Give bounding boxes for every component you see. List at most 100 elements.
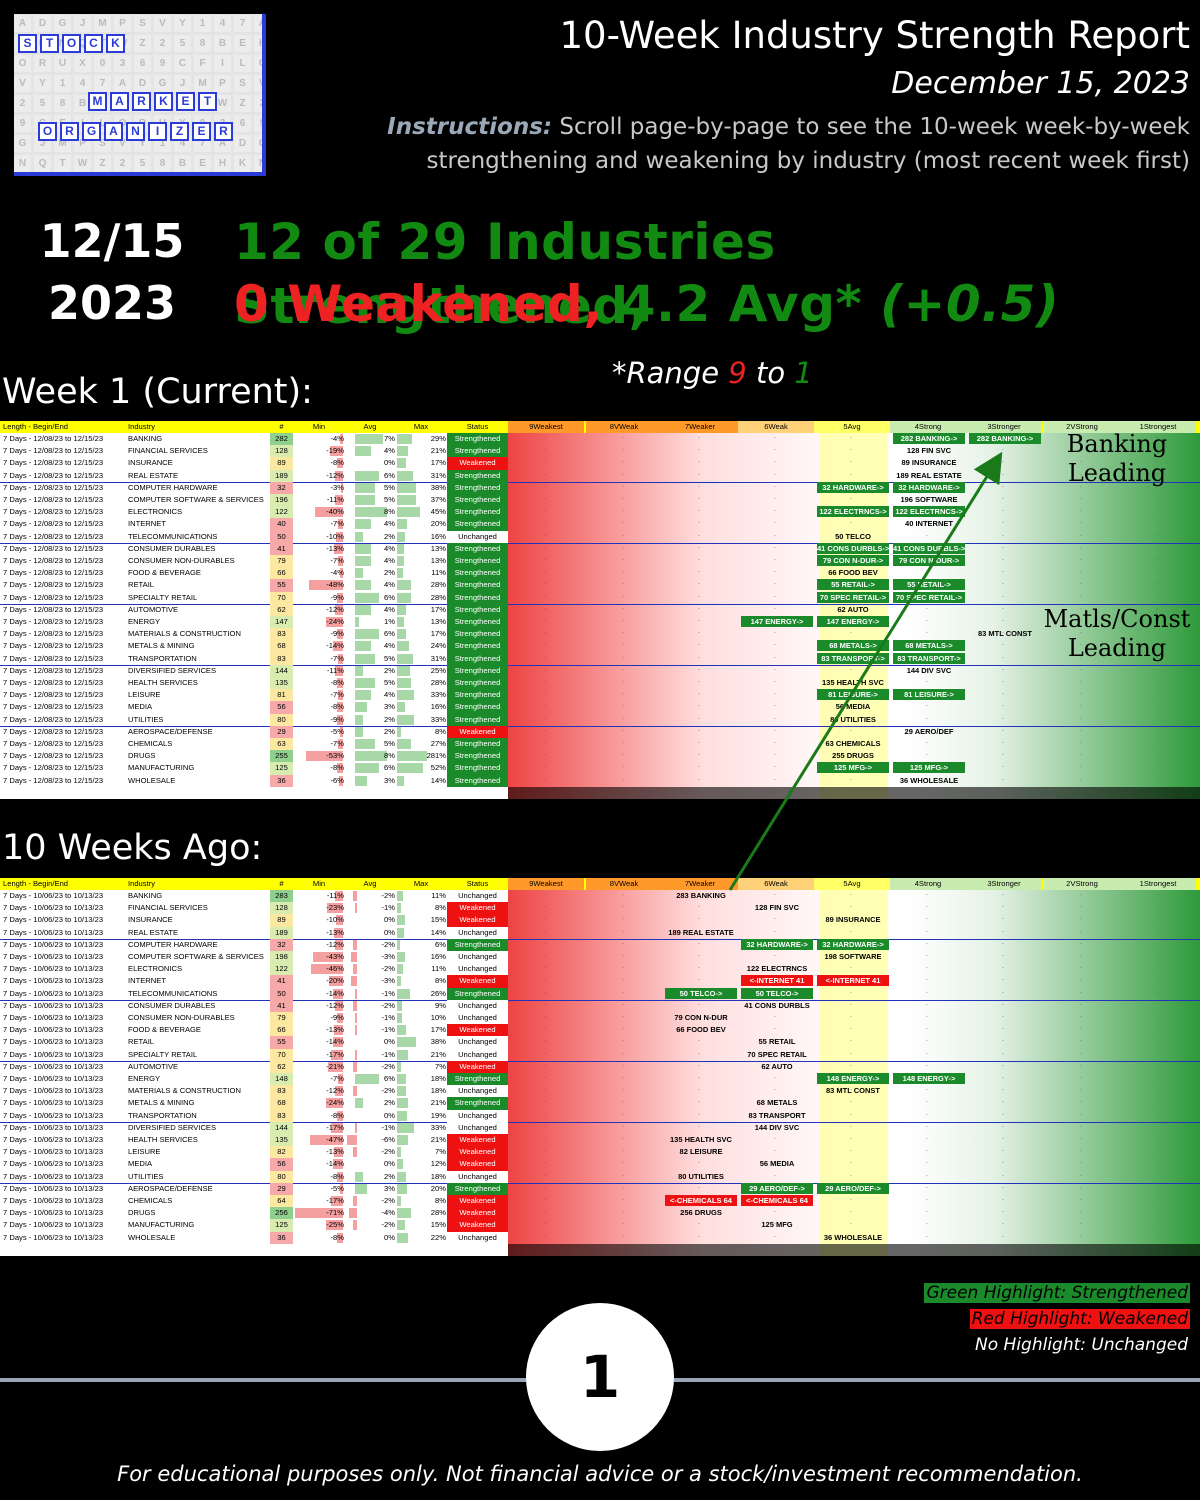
min-bar xyxy=(331,1196,343,1206)
empty-marker: . xyxy=(850,530,852,538)
empty-marker: . xyxy=(774,1231,776,1239)
table-row: 7 Days - 10/06/23 to 10/13/23 INSURANCE 89… xyxy=(0,914,1200,927)
cell-max: 8% xyxy=(396,726,446,738)
empty-marker: . xyxy=(622,738,624,745)
empty-marker: . xyxy=(698,975,700,983)
empty-marker: . xyxy=(774,1024,776,1032)
cell-industry: LEISURE xyxy=(128,690,161,700)
empty-marker: . xyxy=(1156,1182,1158,1190)
cell-avg: -2% xyxy=(345,890,395,902)
empty-marker: . xyxy=(774,1146,776,1154)
cell-period: 7 Days - 10/06/23 to 10/13/23 xyxy=(3,1074,104,1083)
cell-industry: CONSUMER NON-DURABLES xyxy=(128,556,235,565)
cell-count: 63 xyxy=(270,738,293,751)
table-row: 7 Days - 10/06/23 to 10/13/23 RETAIL 55 -14… xyxy=(0,1036,1200,1049)
cell-min: -9% xyxy=(330,714,344,725)
empty-marker: . xyxy=(1156,433,1158,440)
header-cell: Min xyxy=(312,422,326,431)
header-cell: 9Weakest xyxy=(508,878,584,890)
rating-badge: 80 UTILITIES xyxy=(830,714,876,724)
empty-marker: . xyxy=(698,890,700,897)
cell-status: Strengthened xyxy=(447,738,508,751)
cell-avg: -2% xyxy=(345,1085,395,1097)
cell-min: -40% xyxy=(294,506,344,518)
cell-period: 7 Days - 12/08/23 to 12/15/23 xyxy=(3,702,104,712)
rating-badge: 135 HEALTH SVC xyxy=(670,1135,732,1144)
cell-count: 198 xyxy=(270,951,293,964)
empty-marker: . xyxy=(544,750,546,758)
cell-industry: UTILITIES xyxy=(128,1171,164,1181)
max-bar xyxy=(397,665,410,676)
min-bar xyxy=(336,531,343,542)
empty-marker: . xyxy=(622,725,624,733)
min-bar xyxy=(333,988,343,999)
avg-bar xyxy=(355,1013,357,1023)
table-row: 7 Days - 10/06/23 to 10/13/23 LEISURE 82 -1… xyxy=(0,1146,1200,1159)
max-bar xyxy=(397,775,404,786)
cell-period: 7 Days - 12/08/23 to 12/15/23 xyxy=(3,446,104,456)
empty-marker: . xyxy=(544,1134,546,1141)
min-bar xyxy=(312,952,343,962)
rating-badge: 125 MFG xyxy=(761,1220,793,1230)
empty-marker: . xyxy=(774,518,776,526)
empty-marker: . xyxy=(1002,1109,1004,1117)
table-bottom-shade xyxy=(508,786,1200,799)
cell-status: Unchanged xyxy=(447,1170,508,1183)
cell-status: Strengthened xyxy=(447,677,508,690)
cell-period: 7 Days - 10/06/23 to 10/13/23 xyxy=(3,952,104,961)
cell-industry: HEALTH SERVICES xyxy=(128,678,198,687)
header-cell: Industry xyxy=(128,879,156,888)
empty-marker: . xyxy=(1156,1048,1158,1056)
cell-period: 7 Days - 10/06/23 to 10/13/23 xyxy=(3,1196,104,1205)
table-row: 7 Days - 10/06/23 to 10/13/23 MANUFACTURI… xyxy=(0,1219,1200,1232)
cell-period: 7 Days - 12/08/23 to 12/15/23 xyxy=(3,751,104,761)
max-bar xyxy=(397,964,403,975)
cell-industry: SPECIALTY RETAIL xyxy=(128,592,198,602)
summary-line2: 0 Weakened, 4.2 Avg* (+0.5) xyxy=(234,272,1059,336)
min-bar xyxy=(337,702,343,713)
empty-marker: . xyxy=(850,1134,852,1141)
cell-industry: CHEMICALS xyxy=(128,739,173,748)
cell-count: 62 xyxy=(270,603,293,616)
rating-badge: 41 CONS DURBLS xyxy=(744,1000,810,1010)
cell-min: -10% xyxy=(326,531,344,542)
max-bar xyxy=(397,714,414,725)
empty-marker: . xyxy=(1002,1024,1004,1032)
rating-badge: 122 ELECTRNCS-> xyxy=(817,506,889,518)
cell-status: Unchanged xyxy=(447,1085,508,1098)
cell-max: 21% xyxy=(396,1097,446,1109)
cell-count: 283 xyxy=(270,890,293,903)
max-bar xyxy=(397,678,411,688)
cell-status: Weakened xyxy=(447,1158,508,1171)
table-row: 7 Days - 10/06/23 to 10/13/23 DRUGS 256 -71… xyxy=(0,1207,1200,1220)
empty-marker: . xyxy=(1002,774,1004,782)
avg-bar xyxy=(355,1183,367,1194)
empty-marker: . xyxy=(1080,689,1082,697)
empty-marker: . xyxy=(926,494,928,501)
empty-marker: . xyxy=(774,640,776,648)
cell-industry: ENERGY xyxy=(128,1074,161,1083)
avg-bar xyxy=(355,678,375,688)
table-row: 7 Days - 12/08/23 to 12/15/23 MEDIA 56 -8% 3… xyxy=(0,701,1200,714)
empty-marker: . xyxy=(1156,938,1158,946)
group-divider xyxy=(0,603,1200,605)
empty-marker: . xyxy=(1002,1097,1004,1105)
avg-bar xyxy=(353,939,357,950)
empty-marker: . xyxy=(1080,975,1082,983)
empty-marker: . xyxy=(1156,1097,1158,1105)
header-cell: 5Avg xyxy=(814,421,890,433)
empty-marker: . xyxy=(1080,481,1082,489)
min-bar xyxy=(336,714,343,725)
cell-min: -7% xyxy=(330,690,344,701)
empty-marker: . xyxy=(926,890,928,897)
table-row: 7 Days - 10/06/23 to 10/13/23 CONSUMER NO… xyxy=(0,1012,1200,1025)
empty-marker: . xyxy=(622,1024,624,1032)
min-bar xyxy=(336,915,343,926)
rating-badge: 70 SPEC RETAIL xyxy=(747,1049,807,1059)
cell-count: 83 xyxy=(270,628,293,641)
empty-marker: . xyxy=(850,1195,852,1202)
cell-avg: 2% xyxy=(345,714,395,726)
cell-status: Strengthened xyxy=(447,433,508,446)
empty-marker: . xyxy=(774,1060,776,1068)
empty-marker: . xyxy=(1156,926,1158,934)
